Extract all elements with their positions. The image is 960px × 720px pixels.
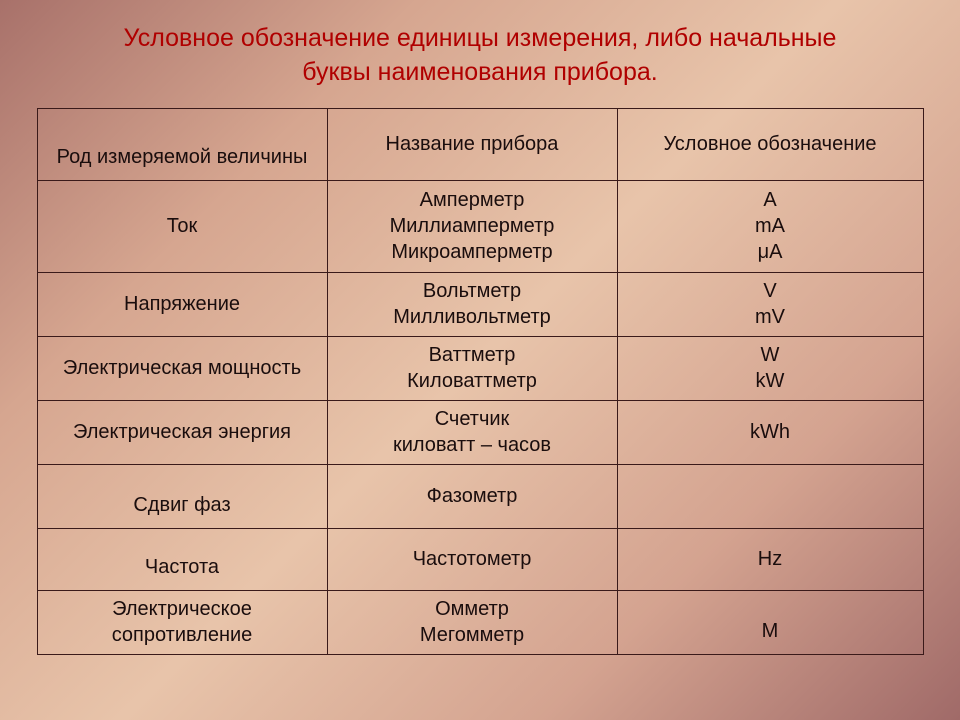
cell-device: Счетчиккиловатт – часов	[327, 400, 617, 464]
table-header-row: Род измеряемой величины Название прибора…	[37, 108, 923, 180]
header-device: Название прибора	[327, 108, 617, 180]
header-symbol: Условное обозначение	[617, 108, 923, 180]
cell-symbol: Hz	[617, 528, 923, 590]
title-line-1: Условное обозначение единицы измерения, …	[124, 24, 837, 52]
slide-title: Условное обозначение единицы измерения, …	[84, 22, 877, 90]
cell-device: ВольтметрМилливольтметр	[327, 272, 617, 336]
cell-device: АмперметрМиллиамперметрМикроамперметр	[327, 180, 617, 272]
cell-symbol: VmV	[617, 272, 923, 336]
cell-quantity: Сдвиг фаз	[37, 464, 327, 528]
devices-table: Род измеряемой величины Название прибора…	[37, 108, 924, 655]
title-line-2: буквы наименования прибора.	[302, 58, 657, 86]
table-row: Напряжение ВольтметрМилливольтметр VmV	[37, 272, 923, 336]
cell-symbol: WkW	[617, 336, 923, 400]
table-row: Электрическая мощность ВаттметрКиловаттм…	[37, 336, 923, 400]
cell-symbol: kWh	[617, 400, 923, 464]
cell-device: ОмметрМегомметр	[327, 590, 617, 654]
table-row: Электрическая энергия Счетчиккиловатт – …	[37, 400, 923, 464]
table-row: Электрическоесопротивление ОмметрМегомме…	[37, 590, 923, 654]
cell-quantity: Электрическоесопротивление	[37, 590, 327, 654]
table-row: Сдвиг фаз Фазометр	[37, 464, 923, 528]
cell-symbol: AmAμA	[617, 180, 923, 272]
cell-symbol	[617, 464, 923, 528]
table-row: Частота Частотометр Hz	[37, 528, 923, 590]
table-row: Ток АмперметрМиллиамперметрМикроампермет…	[37, 180, 923, 272]
cell-quantity: Электрическая энергия	[37, 400, 327, 464]
header-quantity: Род измеряемой величины	[37, 108, 327, 180]
cell-quantity: Частота	[37, 528, 327, 590]
cell-device: Частотометр	[327, 528, 617, 590]
cell-quantity: Напряжение	[37, 272, 327, 336]
cell-quantity: Ток	[37, 180, 327, 272]
cell-quantity: Электрическая мощность	[37, 336, 327, 400]
cell-device: ВаттметрКиловаттметр	[327, 336, 617, 400]
cell-device: Фазометр	[327, 464, 617, 528]
cell-symbol: M	[617, 590, 923, 654]
